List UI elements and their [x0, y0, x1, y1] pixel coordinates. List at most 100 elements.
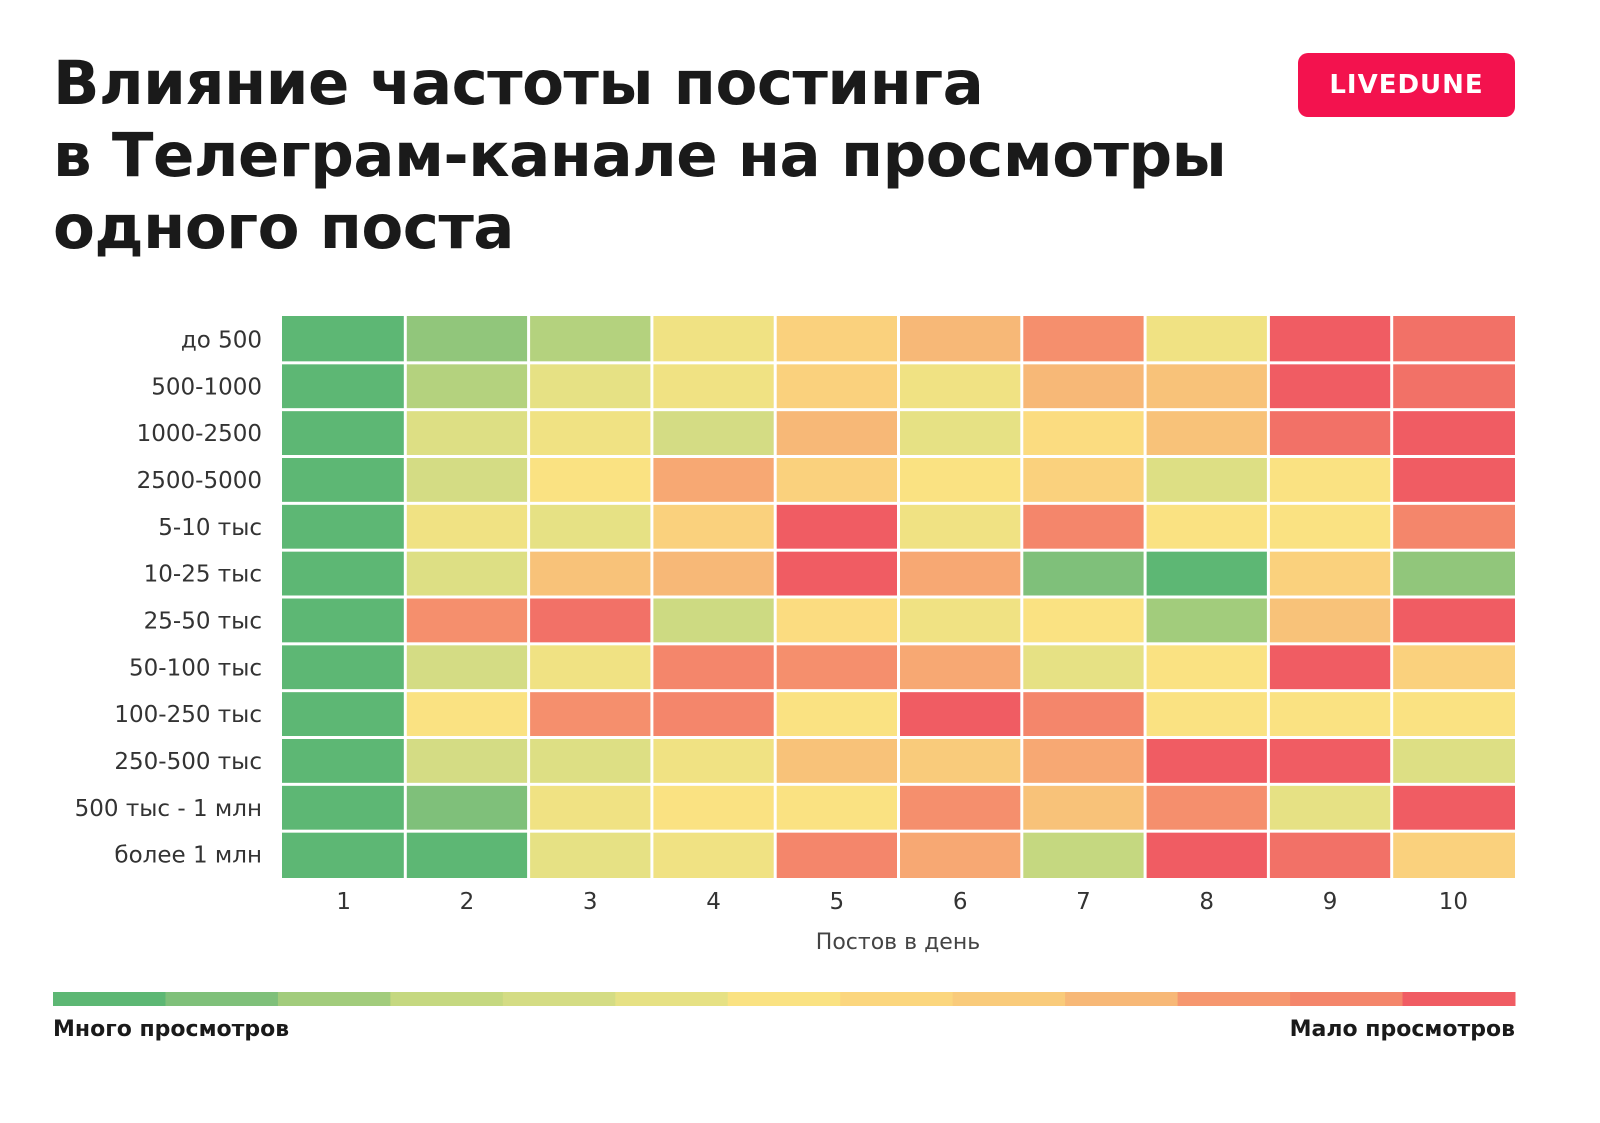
heatmap-cell [653, 645, 774, 690]
heatmap-cell [282, 739, 404, 783]
legend-swatch [615, 992, 729, 1006]
heatmap-cell [530, 692, 651, 736]
heatmap-cell [653, 832, 774, 878]
heatmap-cell [1023, 645, 1144, 690]
heatmap-cell [900, 504, 1021, 549]
heatmap-cell [653, 739, 774, 783]
row-label: 100-250 тыс [114, 702, 262, 728]
heatmap-cell [776, 598, 897, 643]
heatmap-cell [1146, 832, 1267, 878]
legend-swatch [952, 992, 1066, 1006]
heatmap-cell [1023, 458, 1144, 502]
column-label: 10 [1439, 889, 1468, 915]
heatmap-cell [776, 458, 897, 502]
heatmap-cell [1146, 411, 1267, 455]
heatmap-cell [1023, 739, 1144, 783]
chart-title: Влияние частоты постинга в Телеграм-кана… [53, 48, 1227, 263]
heatmap-cell [282, 832, 404, 878]
heatmap-cell [530, 458, 651, 502]
heatmap-cell [653, 364, 774, 409]
heatmap-cell [1269, 832, 1391, 878]
heatmap-cell [1146, 504, 1267, 549]
heatmap-cell [900, 458, 1021, 502]
heatmap-cell [1393, 785, 1515, 830]
column-label: 6 [953, 889, 968, 915]
heatmap-cell [530, 316, 651, 362]
heatmap-cell [282, 645, 404, 690]
heatmap-cell [1393, 832, 1515, 878]
heatmap-cell [1023, 832, 1144, 878]
heatmap-cell [900, 598, 1021, 643]
heatmap-cell [1393, 692, 1515, 736]
legend-swatch [840, 992, 954, 1006]
heatmap-cell [1269, 692, 1391, 736]
heatmap-cell [406, 739, 528, 783]
heatmap-cell [1269, 645, 1391, 690]
heatmap-cell [1269, 458, 1391, 502]
heatmap-cell [1023, 411, 1144, 455]
heatmap-cell [406, 411, 528, 455]
heatmap-cell [653, 598, 774, 643]
heatmap-cell [653, 458, 774, 502]
heatmap-cell [530, 551, 651, 596]
heatmap-cell [282, 692, 404, 736]
legend-swatch [1402, 992, 1516, 1006]
heatmap-cell [406, 364, 528, 409]
heatmap-cell [1269, 785, 1391, 830]
heatmap-cell [1393, 598, 1515, 643]
heatmap-cell [776, 832, 897, 878]
heatmap-cell [1023, 316, 1144, 362]
heatmap-cell [900, 316, 1021, 362]
column-label: 1 [336, 889, 351, 915]
legend-swatch [502, 992, 616, 1006]
row-label: 5-10 тыс [158, 515, 262, 541]
heatmap-cell [1393, 411, 1515, 455]
heatmap-cell [1146, 739, 1267, 783]
legend-swatch [1065, 992, 1179, 1006]
heatmap-cell [776, 739, 897, 783]
column-label: 4 [706, 889, 721, 915]
column-label: 7 [1076, 889, 1091, 915]
legend-swatch [727, 992, 841, 1006]
heatmap-cell [282, 364, 404, 409]
heatmap-cell [900, 832, 1021, 878]
heatmap-cell [776, 551, 897, 596]
legend-swatch [277, 992, 391, 1006]
heatmap-cell [282, 504, 404, 549]
heatmap-cell [530, 411, 651, 455]
heatmap-cell [1393, 316, 1515, 362]
heatmap-cell [406, 551, 528, 596]
heatmap-cell [282, 598, 404, 643]
heatmap-cell [406, 785, 528, 830]
legend-swatch [1290, 992, 1404, 1006]
column-label: 3 [583, 889, 598, 915]
heatmap-cell [1146, 364, 1267, 409]
heatmap-cell [406, 504, 528, 549]
heatmap-cell [406, 645, 528, 690]
heatmap-cell [900, 645, 1021, 690]
heatmap-cell [530, 504, 651, 549]
heatmap-cell [530, 645, 651, 690]
heatmap-cell [1146, 458, 1267, 502]
heatmap-cell [282, 785, 404, 830]
row-label: 50-100 тыс [129, 655, 262, 681]
heatmap-cell [1023, 364, 1144, 409]
heatmap-cell [406, 832, 528, 878]
x-axis-label: Постов в день [816, 930, 980, 955]
heatmap-cell [776, 364, 897, 409]
row-label: 1000-2500 [137, 421, 262, 447]
column-label: 8 [1199, 889, 1214, 915]
heatmap-cell [653, 504, 774, 549]
heatmap-cell [776, 692, 897, 736]
heatmap-cell [1146, 785, 1267, 830]
row-label: 500-1000 [151, 374, 262, 400]
heatmap-cell [653, 785, 774, 830]
heatmap-cell [1023, 504, 1144, 549]
row-label: 250-500 тыс [114, 749, 262, 775]
heatmap-cell [900, 785, 1021, 830]
row-label: до 500 [181, 327, 262, 353]
heatmap-cell [1269, 316, 1391, 362]
heatmap-cell [282, 551, 404, 596]
heatmap-cell [653, 692, 774, 736]
